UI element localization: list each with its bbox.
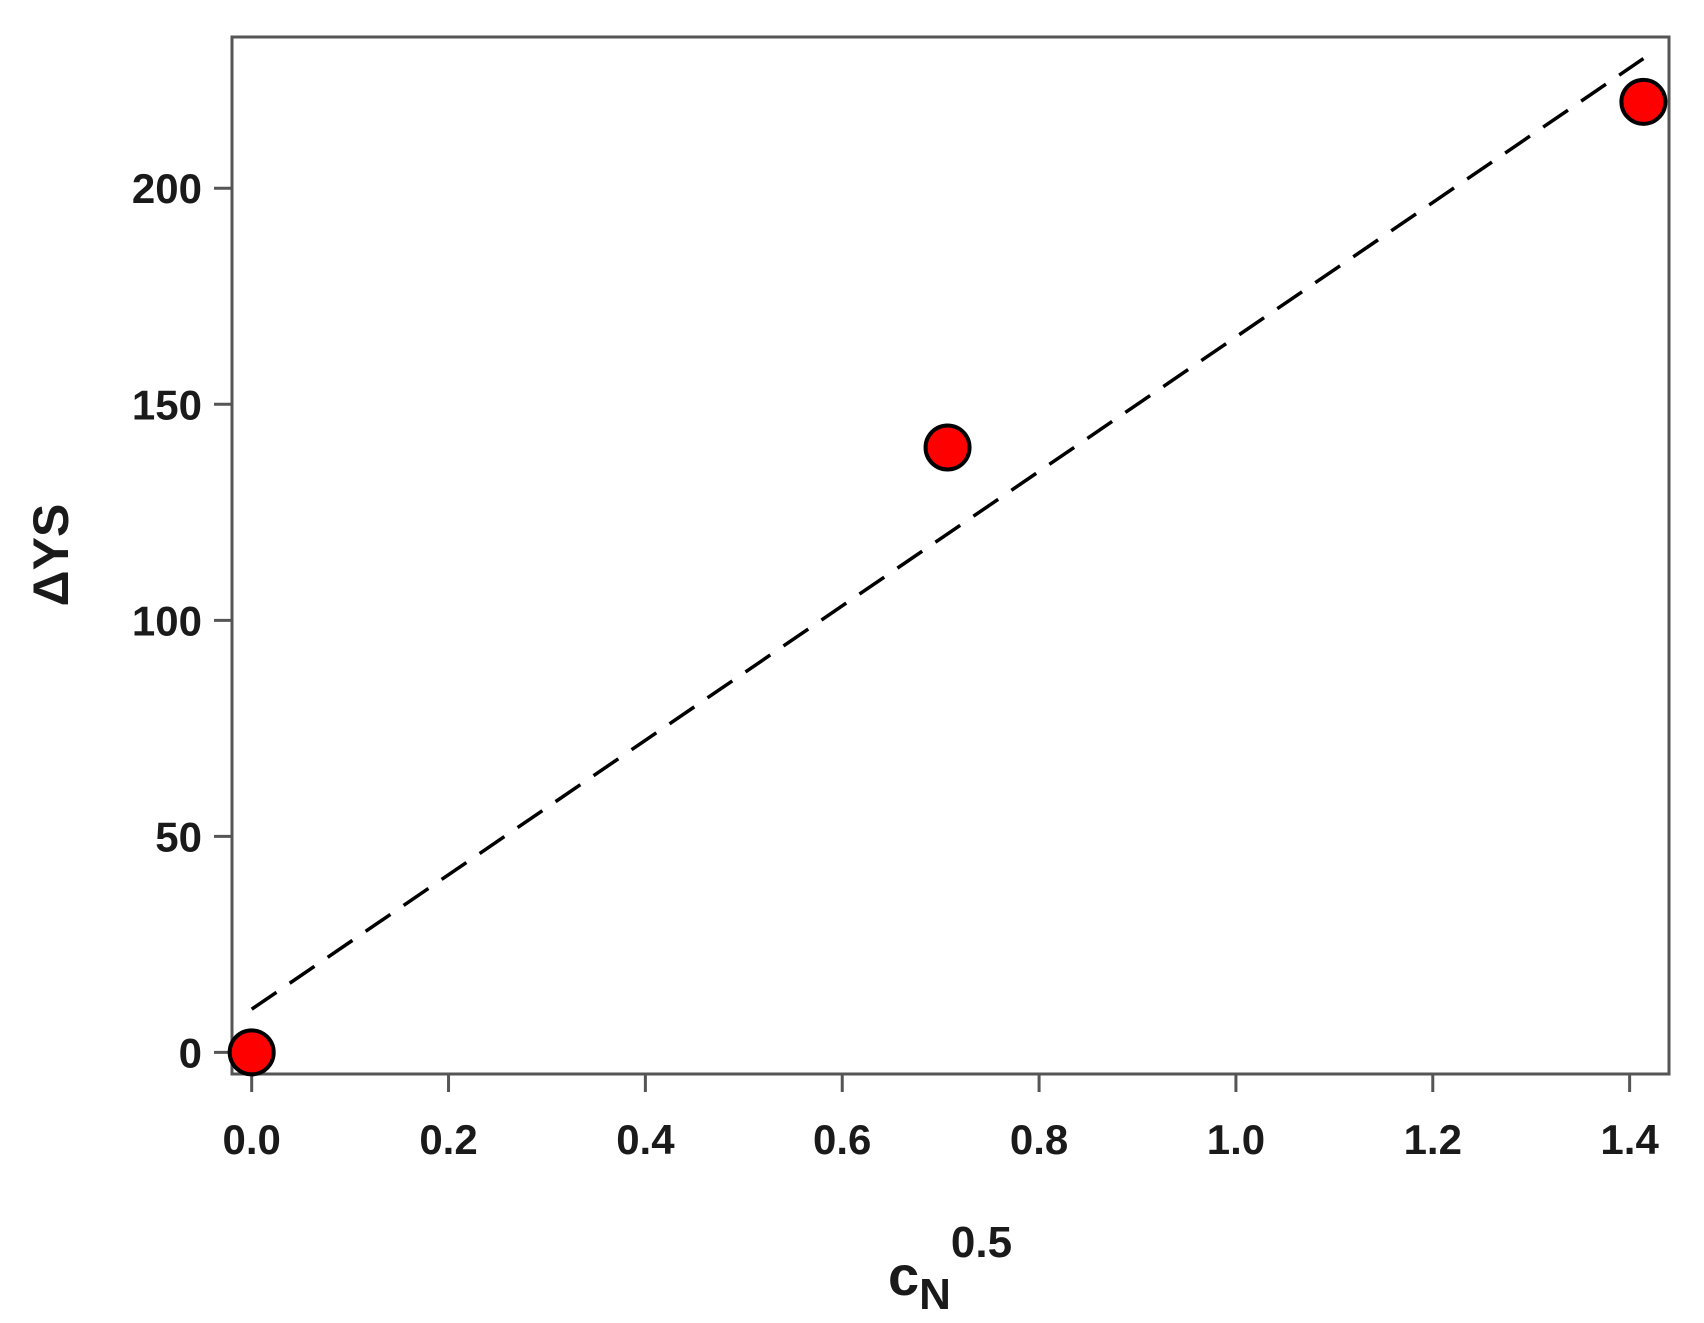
y-axis-title: ΔYS — [23, 504, 79, 607]
x-tick-label: 1.0 — [1207, 1116, 1265, 1163]
x-tick-label: 1.2 — [1404, 1116, 1462, 1163]
x-tick-label: 1.4 — [1600, 1116, 1659, 1163]
data-point — [227, 1028, 276, 1077]
y-tick-label: 200 — [132, 165, 202, 212]
y-axis-ticks: 0 50 100 150 200 — [132, 165, 232, 1076]
x-tick-label: 0.8 — [1010, 1116, 1068, 1163]
points-layer — [227, 77, 1668, 1077]
data-point — [923, 423, 972, 472]
data-point — [1619, 77, 1668, 126]
plot-frame — [230, 35, 1671, 1076]
fit-line-dashed — [250, 57, 1645, 1011]
y-tick-label: 150 — [132, 381, 202, 428]
x-tick-label: 0.2 — [419, 1116, 477, 1163]
x-tick-label: 0.4 — [616, 1116, 675, 1163]
x-tick-label: 0.0 — [222, 1116, 280, 1163]
x-axis-ticks: 0.0 0.2 0.4 0.6 0.8 1.0 1.2 1.4 — [222, 1074, 1659, 1163]
series-layer — [250, 57, 1645, 1011]
x-axis-title: cN0.5 — [888, 1218, 1012, 1319]
y-tick-label: 0 — [179, 1029, 202, 1076]
x-axis-title-subscript: N — [919, 1270, 951, 1319]
x-axis-title-superscript: 0.5 — [951, 1218, 1012, 1267]
x-axis-title-base: c — [888, 1244, 919, 1307]
y-tick-label: 100 — [132, 597, 202, 644]
y-tick-label: 50 — [155, 813, 202, 860]
x-tick-label: 0.6 — [813, 1116, 871, 1163]
